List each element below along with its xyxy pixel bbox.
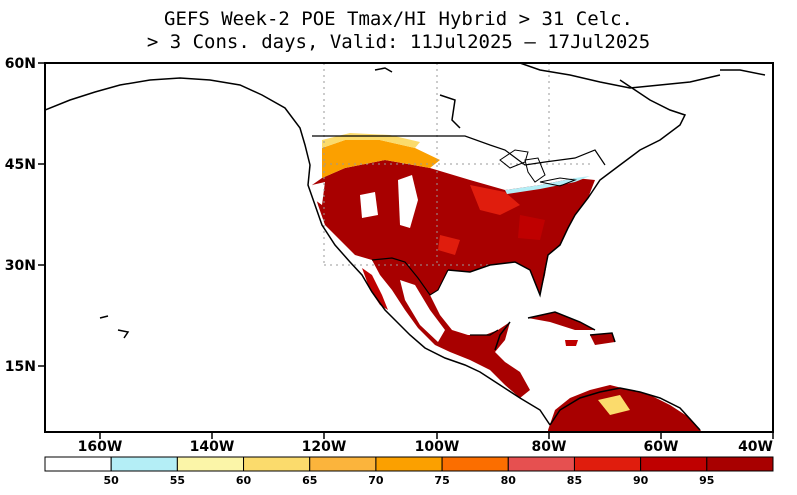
lat-label: 30N	[5, 258, 36, 274]
map-area	[45, 63, 773, 432]
map-title-line-2: > 3 Cons. days, Valid: 11Jul2025 – 17Jul…	[146, 31, 651, 53]
latitude-axis: 60N 45N 30N 15N	[5, 56, 45, 375]
colorbar-swatch	[706, 456, 774, 472]
lon-label: 60W	[644, 439, 679, 455]
longitude-axis: 160W 140W 120W 100W 80W 60W 40W	[78, 432, 774, 455]
low-probability-area	[400, 280, 445, 342]
probability-region-mid	[518, 215, 545, 240]
probability-region-baja	[362, 268, 388, 310]
colorbar-tick-label: 70	[368, 474, 384, 487]
lat-label: 60N	[5, 56, 36, 72]
colorbar-swatch	[640, 456, 708, 472]
great-lakes	[499, 149, 577, 187]
colorbar-tick-label: 80	[501, 474, 517, 487]
country-borders	[312, 135, 606, 336]
map-title-line-1: GEFS Week-2 POE Tmax/HI Hybrid > 31 Celc…	[164, 8, 633, 30]
lat-label: 15N	[5, 359, 36, 375]
colorbar-swatch	[441, 456, 509, 472]
lon-label: 160W	[78, 439, 123, 455]
lon-label: 80W	[532, 439, 567, 455]
colorbar-swatch	[110, 456, 178, 472]
gridlines	[323, 63, 590, 266]
probability-fringe	[505, 176, 590, 194]
low-probability-area	[398, 175, 418, 228]
coastlines	[45, 63, 766, 431]
colorbar-tick-label: 50	[104, 474, 120, 487]
low-probability-area	[312, 182, 325, 205]
colorbar-swatch	[375, 456, 443, 472]
probability-region-cuba	[528, 312, 595, 330]
lon-label: 40W	[738, 439, 773, 455]
colorbar-tick-label: 90	[633, 474, 649, 487]
colorbar-tick-label: 55	[170, 474, 185, 487]
colorbar-tick-label: 75	[434, 474, 449, 487]
lon-label: 140W	[190, 439, 235, 455]
colorbar-tick-label: 85	[567, 474, 582, 487]
colorbar-swatch	[44, 456, 112, 472]
colorbar-swatch	[309, 456, 377, 472]
probability-fringe	[322, 133, 420, 148]
colorbar-swatch	[176, 456, 245, 472]
colorbar-swatch	[507, 456, 575, 472]
colorbar-tick-label: 65	[302, 474, 317, 487]
probability-region-jamaica	[565, 340, 578, 346]
map-frame	[44, 62, 774, 433]
probability-region-mid	[438, 235, 460, 255]
colorbar-tick-label: 95	[699, 474, 714, 487]
probability-region-us	[312, 160, 595, 295]
probability-region-mid	[470, 185, 520, 215]
lon-label: 100W	[415, 439, 460, 455]
low-probability-area	[360, 192, 378, 218]
low-probability-area	[598, 395, 630, 415]
colorbar: 50 55 60 65 70 75 80 85 90 95	[44, 456, 774, 487]
colorbar-swatch	[243, 456, 311, 472]
lat-label: 45N	[5, 157, 36, 173]
colorbar-swatch	[573, 456, 642, 472]
probability-fringe	[322, 140, 440, 178]
probability-region-hispaniola	[590, 333, 615, 345]
lon-label: 120W	[302, 439, 347, 455]
colorbar-tick-label: 60	[236, 474, 252, 487]
